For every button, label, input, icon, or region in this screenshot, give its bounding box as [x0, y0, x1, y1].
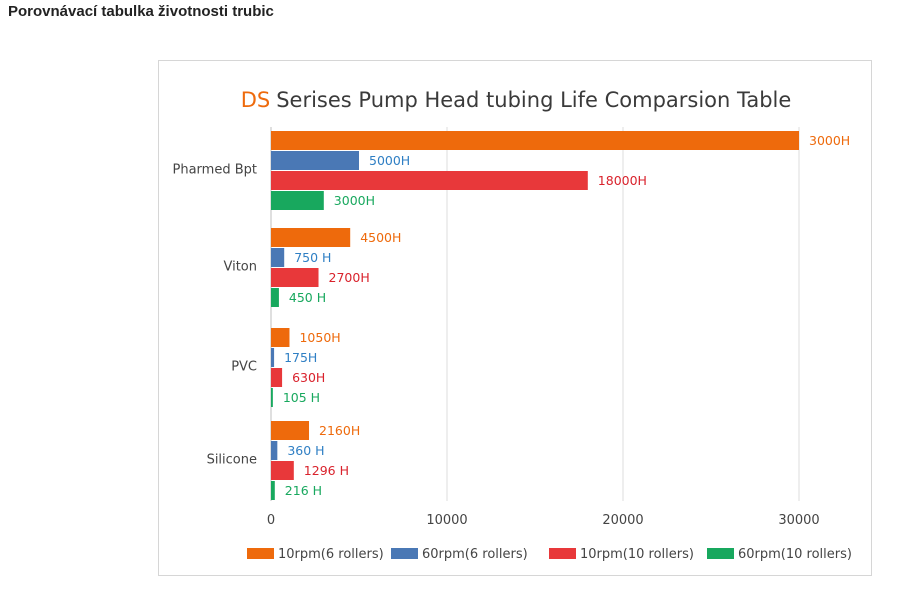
x-tick-label: 0 — [267, 513, 275, 528]
data-label: 360 H — [287, 443, 324, 458]
data-label: 4500H — [360, 230, 401, 245]
data-label: 2160H — [319, 423, 360, 438]
x-tick-label: 20000 — [602, 513, 643, 528]
category-label: Pharmed Bpt — [173, 163, 257, 178]
bar — [271, 171, 588, 190]
bar — [271, 131, 799, 150]
data-label: 750 H — [294, 250, 331, 265]
chart-title: DS Serises Pump Head tubing Life Comparsi… — [241, 88, 792, 112]
legend-label: 60rpm(10 rollers) — [738, 547, 852, 562]
data-label: 2700H — [329, 270, 370, 285]
data-label: 18000H — [598, 173, 647, 188]
legend-swatch — [549, 548, 576, 559]
bar — [271, 151, 359, 170]
category-labels: Pharmed Bpt Viton PVC Silicone — [173, 163, 257, 468]
data-label: 1296 H — [304, 463, 349, 478]
chart-title-main: Serises Pump Head tubing Life Comparsion… — [276, 88, 791, 112]
bar — [271, 461, 294, 480]
bar — [271, 481, 275, 500]
legend-label: 10rpm(10 rollers) — [580, 547, 694, 562]
bar — [271, 421, 310, 440]
chart-frame: DS Serises Pump Head tubing Life Comparsi… — [158, 60, 872, 576]
bar — [271, 248, 285, 267]
data-label: 5000H — [369, 153, 410, 168]
x-tick-labels: 0 10000 20000 30000 — [267, 513, 820, 528]
x-tick-label: 10000 — [426, 513, 467, 528]
bar — [271, 288, 279, 307]
bar — [271, 228, 351, 247]
data-label: 630H — [292, 370, 325, 385]
bar — [271, 328, 290, 347]
data-label: 1050H — [299, 330, 340, 345]
data-label: 450 H — [289, 290, 326, 305]
data-label: 175H — [284, 350, 317, 365]
chart-title-prefix: DS — [241, 88, 271, 112]
bars — [271, 131, 799, 500]
data-labels: 3000H 5000H 18000H 3000H 4500H 750 H 2700H450 … — [283, 133, 850, 498]
category-label: Viton — [223, 260, 257, 275]
data-label: 3000H — [334, 193, 375, 208]
x-tick-label: 30000 — [778, 513, 819, 528]
category-label: PVC — [231, 360, 257, 375]
data-label: 105 H — [283, 390, 320, 405]
bar — [271, 191, 324, 210]
legend-swatch — [707, 548, 734, 559]
legend-swatch — [391, 548, 418, 559]
bar — [271, 268, 319, 287]
legend-swatch — [247, 548, 274, 559]
chart: DS Serises Pump Head tubing Life Comparsi… — [173, 88, 852, 562]
legend-label: 60rpm(6 rollers) — [422, 547, 528, 562]
legend: 10rpm(6 rollers) 60rpm(6 rollers) 10rpm(10… — [247, 547, 852, 562]
bar — [271, 441, 278, 460]
page-heading: Porovnávací tabulka životnosti trubic — [8, 3, 274, 20]
bar — [271, 368, 283, 387]
data-label: 216 H — [285, 483, 322, 498]
category-label: Silicone — [207, 453, 257, 468]
bar — [271, 388, 273, 407]
data-label: 3000H — [809, 133, 850, 148]
bar — [271, 348, 275, 367]
legend-label: 10rpm(6 rollers) — [278, 547, 384, 562]
